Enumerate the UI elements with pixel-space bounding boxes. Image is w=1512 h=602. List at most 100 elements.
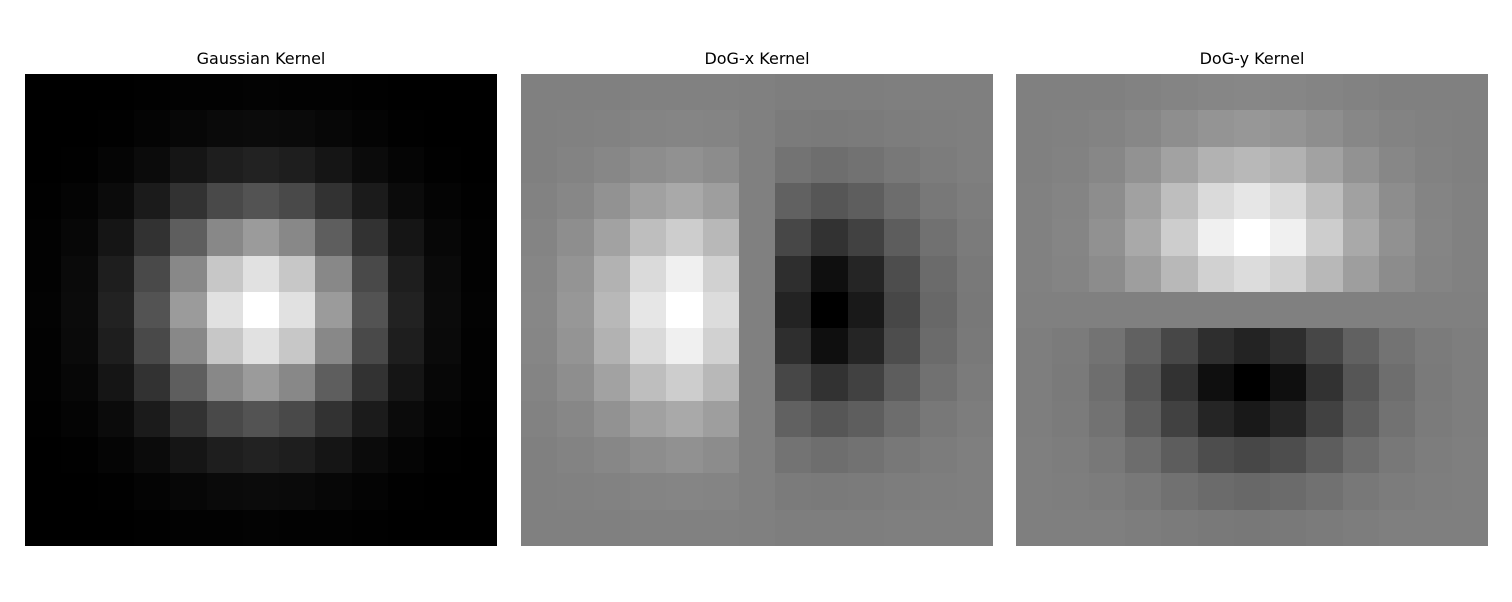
heatmap-cell [424, 473, 461, 510]
heatmap-cell [521, 401, 557, 437]
heatmap-cell [1125, 510, 1161, 546]
heatmap-cell [1161, 183, 1198, 219]
heatmap-cell [630, 364, 666, 401]
heatmap-cell [811, 292, 848, 328]
heatmap-cell [1089, 473, 1125, 510]
heatmap-cell [775, 510, 811, 546]
heatmap-cell [243, 364, 279, 401]
heatmap-cell [594, 147, 630, 183]
heatmap-cell [703, 183, 739, 219]
heatmap-cell [424, 401, 461, 437]
heatmap-cell [461, 256, 497, 292]
heatmap-cell [703, 364, 739, 401]
heatmap-cell [594, 256, 630, 292]
heatmap-cell [1198, 147, 1234, 183]
heatmap-cell [1016, 292, 1052, 328]
heatmap-cell [461, 510, 497, 546]
heatmap-cell [352, 401, 388, 437]
heatmap-cell [739, 219, 775, 256]
heatmap-cell [1016, 437, 1052, 473]
heatmap-cell [170, 473, 207, 510]
heatmap-cell [557, 256, 594, 292]
heatmap-cell [1306, 256, 1343, 292]
heatmap-cell [388, 437, 424, 473]
heatmap-cell [1452, 364, 1488, 401]
heatmap-cell [1306, 364, 1343, 401]
heatmap-cell [594, 110, 630, 147]
heatmap-cell [957, 473, 993, 510]
heatmap-cell [388, 219, 424, 256]
heatmap-cell [1343, 473, 1379, 510]
heatmap-cell [352, 183, 388, 219]
heatmap-cell [557, 364, 594, 401]
heatmap-cell [1052, 183, 1089, 219]
heatmap-cell [920, 219, 957, 256]
heatmap-cell [775, 183, 811, 219]
heatmap-cell [25, 147, 61, 183]
heatmap-cell [279, 74, 315, 110]
heatmap-cell [1125, 183, 1161, 219]
heatmap-cell [461, 183, 497, 219]
heatmap-cell [630, 219, 666, 256]
heatmap-cell [848, 292, 884, 328]
heatmap-cell [884, 219, 920, 256]
heatmap-cell [920, 110, 957, 147]
heatmap-cell [424, 74, 461, 110]
heatmap-cell [1343, 401, 1379, 437]
heatmap-cell [957, 437, 993, 473]
heatmap-cell [207, 328, 243, 364]
heatmap-cell [1415, 328, 1452, 364]
heatmap-cell [207, 219, 243, 256]
heatmap-cell [170, 147, 207, 183]
heatmap-cell [61, 510, 98, 546]
heatmap-cell [170, 328, 207, 364]
heatmap-cell [61, 473, 98, 510]
heatmap-cell [1089, 364, 1125, 401]
heatmap-cell [1198, 183, 1234, 219]
heatmap-cell [170, 364, 207, 401]
heatmap-cell [1234, 401, 1270, 437]
heatmap-cell [207, 292, 243, 328]
heatmap-cell [739, 256, 775, 292]
heatmap-cell [61, 256, 98, 292]
heatmap-cell [61, 219, 98, 256]
heatmap-cell [25, 110, 61, 147]
heatmap-cell [170, 74, 207, 110]
heatmap-cell [243, 292, 279, 328]
heatmap-cell [1198, 256, 1234, 292]
heatmap-cell [811, 364, 848, 401]
heatmap-cell [424, 328, 461, 364]
heatmap-cell [170, 437, 207, 473]
heatmap-cell [388, 364, 424, 401]
heatmap-cell [1415, 510, 1452, 546]
heatmap-cell [352, 364, 388, 401]
heatmap-cell [461, 292, 497, 328]
heatmap-cell [1415, 401, 1452, 437]
heatmap-cell [739, 437, 775, 473]
heatmap-cell [1052, 292, 1089, 328]
heatmap-cell [1234, 147, 1270, 183]
heatmap-cell [1270, 401, 1306, 437]
heatmap-cell [1089, 328, 1125, 364]
heatmap-cell [315, 292, 352, 328]
heatmap-cell [243, 328, 279, 364]
heatmap-cell [315, 183, 352, 219]
heatmap-cell [1234, 292, 1270, 328]
heatmap-cell [207, 473, 243, 510]
heatmap-cell [775, 364, 811, 401]
heatmap-cell [884, 147, 920, 183]
heatmap-cell [811, 147, 848, 183]
heatmap-cell [279, 147, 315, 183]
heatmap-cell [315, 473, 352, 510]
heatmap-cell [1016, 401, 1052, 437]
heatmap-cell [703, 74, 739, 110]
heatmap-cell [1198, 364, 1234, 401]
heatmap-cell [134, 510, 170, 546]
heatmap-cell [207, 183, 243, 219]
heatmap-cell [1125, 473, 1161, 510]
heatmap-cell [243, 256, 279, 292]
heatmap-cell [279, 110, 315, 147]
heatmap-cell [461, 437, 497, 473]
heatmap-cell [1415, 219, 1452, 256]
heatmap-cell [1343, 292, 1379, 328]
